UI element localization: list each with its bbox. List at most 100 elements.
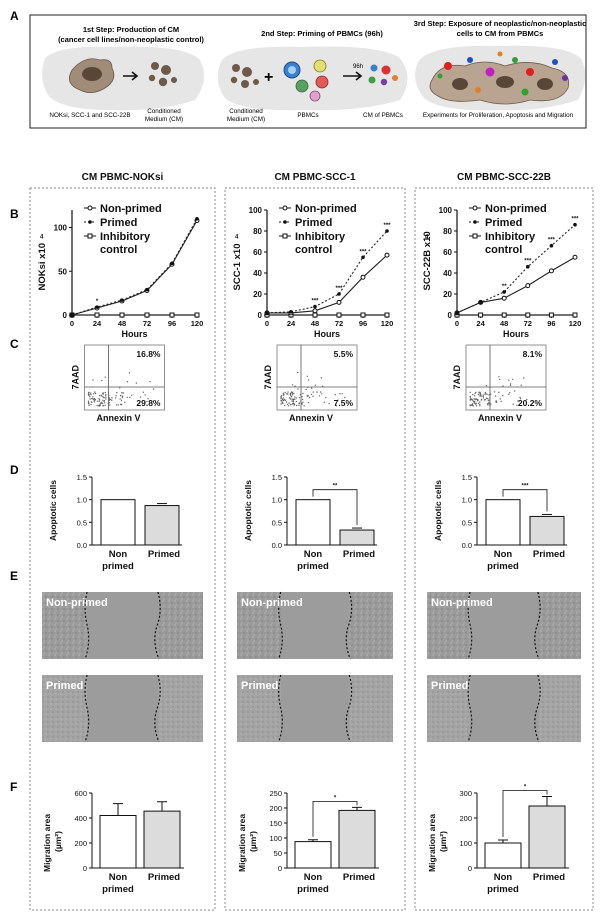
non-primed-series-point xyxy=(384,252,390,258)
step1-caption-cells: NOKsi, SCC-1 and SCC-22B xyxy=(49,112,130,119)
flow-event xyxy=(523,377,525,379)
flow-event xyxy=(482,394,484,396)
flow-event xyxy=(108,402,111,404)
y-tick-label: 1.5 xyxy=(272,473,282,482)
flow-event xyxy=(495,400,497,402)
x-tick-label: 0 xyxy=(70,319,74,328)
bar-non-primed xyxy=(294,841,332,869)
step1-bg-blob xyxy=(42,46,204,111)
scratch-gap xyxy=(280,675,350,742)
category-label-primed: Primed xyxy=(533,872,565,883)
flow-event xyxy=(111,399,113,401)
legend-control: control xyxy=(295,244,332,256)
flow-x-label: Annexin V xyxy=(478,413,522,423)
flow-event xyxy=(517,400,519,402)
nucleus-icon-3 xyxy=(496,76,514,88)
y-axis-label: Migration area xyxy=(427,814,437,872)
bar-primed xyxy=(143,810,181,869)
flow-event xyxy=(318,395,321,397)
flow-event xyxy=(139,396,142,398)
column-1: CM PBMC-NOKsi 0 50 100 0 24 48 72 96 120 Hours NOKs… xyxy=(29,172,216,911)
flow-event xyxy=(104,402,106,404)
flow-event xyxy=(299,393,302,396)
scratch-label: Primed xyxy=(46,680,83,692)
error-bar xyxy=(498,839,508,843)
significance-star: * xyxy=(334,795,337,801)
flow-event xyxy=(87,394,90,396)
flow-event xyxy=(484,392,486,394)
flow-event xyxy=(494,395,497,397)
flow-event xyxy=(119,387,121,389)
flow-event xyxy=(499,398,501,400)
significance-star: * xyxy=(524,785,527,791)
flow-event xyxy=(473,395,476,397)
flow-event xyxy=(120,403,123,406)
primed-series-point xyxy=(120,298,124,302)
category-label-non: Non xyxy=(109,549,128,560)
flow-event xyxy=(293,392,295,395)
panel-letter-e: E xyxy=(10,569,18,583)
flow-event xyxy=(126,381,129,383)
flow-event xyxy=(508,379,510,381)
x-tick-label: 48 xyxy=(311,319,319,328)
inhibitory-control-series-point xyxy=(478,312,484,318)
column-frame xyxy=(224,187,406,911)
flow-event xyxy=(481,398,483,401)
flow-cytometry-plot: 8.1% 20.2% 7AAD Annexin V xyxy=(452,344,547,423)
primed-series-line xyxy=(71,218,198,316)
flow-event xyxy=(479,391,481,394)
y-tick-label: 50 xyxy=(274,849,282,858)
flow-event xyxy=(475,405,478,407)
flow-event xyxy=(297,371,299,374)
inhibitory-control-series-point xyxy=(194,312,200,318)
flow-event xyxy=(322,385,324,387)
flow-cytometry-plot: 5.5% 7.5% 7AAD Annexin V xyxy=(263,344,358,423)
scratch-image-non-primed: Non-primed xyxy=(427,591,581,660)
flow-event xyxy=(115,395,117,397)
legend-inhibitory: Inhibitory xyxy=(295,231,346,243)
primed-series-point xyxy=(526,264,530,269)
flow-event xyxy=(472,393,474,396)
step2-time-label: 96h xyxy=(353,64,363,70)
x-tick-label: 0 xyxy=(455,319,459,328)
flow-event xyxy=(126,396,128,399)
y-tick-label: 250 xyxy=(269,789,282,798)
legend-primed: Primed xyxy=(295,217,332,229)
flow-event xyxy=(475,403,477,405)
category-label-primed: Primed xyxy=(148,872,180,883)
significance-star: *** xyxy=(521,484,529,490)
flow-event xyxy=(102,405,104,407)
flow-event xyxy=(90,403,92,406)
x-tick-label: 120 xyxy=(191,319,204,328)
non-primed-series-point xyxy=(572,254,578,260)
y-tick-label: 60 xyxy=(253,248,262,257)
flow-event xyxy=(105,394,107,396)
scratch-edge-left xyxy=(84,674,90,743)
step3-title-line2: cells to CM from PBMCs xyxy=(457,29,544,38)
proliferation-chart: 0 20 40 60 80 100 0 24 48 72 96 120 Hours SCC-22B x10… xyxy=(422,203,581,339)
y-tick-label: 200 xyxy=(459,814,472,823)
significance-bracket xyxy=(502,489,548,512)
y-tick-label: 80 xyxy=(443,227,452,236)
flow-event xyxy=(105,396,107,398)
x-tick-label: 48 xyxy=(118,319,126,328)
primed-series-point xyxy=(337,292,341,296)
non-primed-series-line xyxy=(71,220,198,316)
flow-event xyxy=(292,402,294,404)
flow-event xyxy=(87,400,90,402)
flow-event xyxy=(339,393,341,395)
flow-event xyxy=(104,404,106,407)
flow-event xyxy=(138,402,141,404)
flow-event xyxy=(93,401,96,403)
primed-series-point xyxy=(70,313,74,317)
flow-event xyxy=(300,400,302,402)
arrow-icon-2 xyxy=(343,71,363,81)
x-axis-label: Hours xyxy=(314,329,340,339)
scratch-edge-left xyxy=(278,591,283,660)
y-tick-label: 0.5 xyxy=(272,518,282,527)
flow-event xyxy=(119,398,121,400)
flow-event xyxy=(489,397,491,399)
